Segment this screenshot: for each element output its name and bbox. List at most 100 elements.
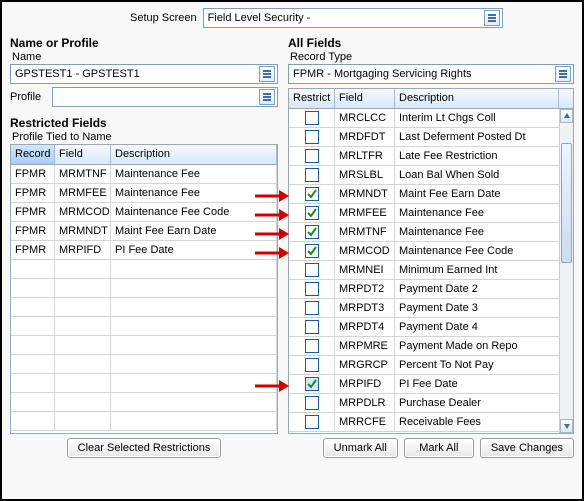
table-row[interactable]: FPMRMRMTNFMaintenance Fee <box>11 165 277 184</box>
restrict-checkbox[interactable] <box>305 187 319 201</box>
cell-desc: Maintenance Fee <box>395 223 573 241</box>
cell-field <box>55 355 111 373</box>
table-row[interactable]: FPMRMRMFEEMaintenance Fee <box>11 184 277 203</box>
table-row[interactable]: MRCLCCInterim Lt Chgs Coll <box>289 109 573 128</box>
table-row[interactable] <box>11 412 277 431</box>
restrict-checkbox[interactable] <box>305 263 319 277</box>
scroll-thumb[interactable] <box>561 143 572 263</box>
restrict-checkbox[interactable] <box>305 282 319 296</box>
scroll-track[interactable] <box>560 123 573 419</box>
cell-restrict <box>289 413 335 431</box>
scroll-up-button[interactable] <box>560 109 573 123</box>
col-description[interactable]: Description <box>111 145 277 164</box>
cell-desc: Purchase Dealer <box>395 394 573 412</box>
mark-all-button[interactable]: Mark All <box>404 438 474 458</box>
restrict-checkbox[interactable] <box>305 130 319 144</box>
setup-screen-combo[interactable]: Field Level Security - <box>203 8 503 28</box>
cell-field: MRRCFE <box>335 413 395 431</box>
cell-desc <box>111 317 277 335</box>
table-row[interactable]: MRPDT2Payment Date 2 <box>289 280 573 299</box>
cell-field <box>55 336 111 354</box>
restrict-checkbox[interactable] <box>305 358 319 372</box>
col-description-r[interactable]: Description <box>395 89 559 108</box>
table-row[interactable] <box>11 279 277 298</box>
cell-restrict <box>289 109 335 127</box>
table-row[interactable]: FPMRMRMCODMaintenance Fee Code <box>11 203 277 222</box>
cell-restrict <box>289 375 335 393</box>
profile-combo[interactable] <box>52 87 278 107</box>
col-record[interactable]: Record <box>11 145 55 164</box>
restrict-checkbox[interactable] <box>305 320 319 334</box>
save-changes-button[interactable]: Save Changes <box>480 438 574 458</box>
restrict-checkbox[interactable] <box>305 339 319 353</box>
cell-restrict <box>289 261 335 279</box>
table-row[interactable]: MRMNDTMaint Fee Earn Date <box>289 185 573 204</box>
unmark-all-button[interactable]: Unmark All <box>323 438 398 458</box>
cell-desc: Payment Date 2 <box>395 280 573 298</box>
table-row[interactable]: MRMFEEMaintenance Fee <box>289 204 573 223</box>
cell-desc: Maintenance Fee <box>111 184 277 202</box>
col-restrict[interactable]: Restrict <box>289 89 335 108</box>
restrict-checkbox[interactable] <box>305 111 319 125</box>
table-row[interactable]: FPMRMRMNDTMaint Fee Earn Date <box>11 222 277 241</box>
cell-record <box>11 298 55 316</box>
table-row[interactable] <box>11 355 277 374</box>
table-row[interactable] <box>11 393 277 412</box>
table-row[interactable] <box>11 260 277 279</box>
table-row[interactable]: MRRCFEReceivable Fees <box>289 413 573 432</box>
table-row[interactable]: MRMTNFMaintenance Fee <box>289 223 573 242</box>
setup-row: Setup Screen Field Level Security - <box>10 8 574 28</box>
table-row[interactable]: MRLTFRLate Fee Restriction <box>289 147 573 166</box>
cell-field: MRMNDT <box>335 185 395 203</box>
table-row[interactable] <box>11 317 277 336</box>
table-row[interactable]: MRMNEIMinimum Earned Int <box>289 261 573 280</box>
table-row[interactable]: MRDFDTLast Deferment Posted Dt <box>289 128 573 147</box>
restrict-checkbox[interactable] <box>305 149 319 163</box>
table-row[interactable] <box>11 374 277 393</box>
table-row[interactable]: MRPIFDPI Fee Date <box>289 375 573 394</box>
restrict-checkbox[interactable] <box>305 225 319 239</box>
name-dropdown-icon[interactable] <box>259 66 275 82</box>
cell-desc: Minimum Earned Int <box>395 261 573 279</box>
table-row[interactable]: MRPDLRPurchase Dealer <box>289 394 573 413</box>
table-row[interactable]: MRPMREPayment Made on Repo <box>289 337 573 356</box>
restrict-checkbox[interactable] <box>305 396 319 410</box>
table-row[interactable]: FPMRMRPIFDPI Fee Date <box>11 241 277 260</box>
cell-field <box>55 317 111 335</box>
record-type-combo[interactable]: FPMR - Mortgaging Servicing Rights <box>288 64 574 84</box>
table-row[interactable]: MRSLBLLoan Bal When Sold <box>289 166 573 185</box>
name-combo[interactable]: GPSTEST1 - GPSTEST1 <box>10 64 278 84</box>
table-row[interactable] <box>11 298 277 317</box>
record-type-dropdown-icon[interactable] <box>555 66 571 82</box>
cell-desc: Payment Date 4 <box>395 318 573 336</box>
table-row[interactable] <box>11 336 277 355</box>
col-field[interactable]: Field <box>55 145 111 164</box>
scroll-down-button[interactable] <box>560 419 573 433</box>
all-fields-grid-body: MRCLCCInterim Lt Chgs CollMRDFDTLast Def… <box>289 109 573 433</box>
cell-desc <box>111 298 277 316</box>
table-row[interactable]: MRGRCPPercent To Not Pay <box>289 356 573 375</box>
profile-dropdown-icon[interactable] <box>259 89 275 105</box>
cell-field: MRPDT3 <box>335 299 395 317</box>
restrict-checkbox[interactable] <box>305 415 319 429</box>
setup-dropdown-icon[interactable] <box>484 10 500 26</box>
table-row[interactable]: MRPDT3Payment Date 3 <box>289 299 573 318</box>
col-field-r[interactable]: Field <box>335 89 395 108</box>
restrict-checkbox[interactable] <box>305 377 319 391</box>
cell-field <box>55 260 111 278</box>
vertical-scrollbar[interactable] <box>559 109 573 433</box>
setup-screen-value: Field Level Security - <box>208 12 484 24</box>
cell-record <box>11 355 55 373</box>
clear-restrictions-button[interactable]: Clear Selected Restrictions <box>67 438 222 458</box>
setup-label: Setup Screen <box>130 12 197 24</box>
cell-desc <box>111 355 277 373</box>
restrict-checkbox[interactable] <box>305 244 319 258</box>
table-row[interactable]: MRMCODMaintenance Fee Code <box>289 242 573 261</box>
cell-field <box>55 393 111 411</box>
restrict-checkbox[interactable] <box>305 206 319 220</box>
restrict-checkbox[interactable] <box>305 168 319 182</box>
right-panel: All Fields Record Type FPMR - Mortgaging… <box>288 34 574 458</box>
restrict-checkbox[interactable] <box>305 301 319 315</box>
table-row[interactable]: MRPDT4Payment Date 4 <box>289 318 573 337</box>
cell-desc: Payment Made on Repo <box>395 337 573 355</box>
